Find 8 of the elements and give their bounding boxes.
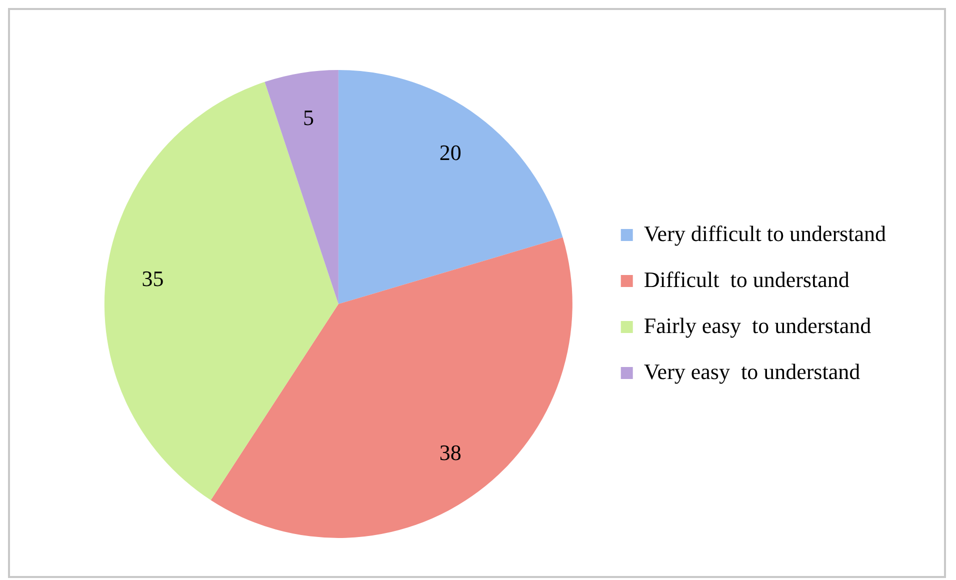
legend-label: Difficult to understand <box>644 266 850 292</box>
data-label: 38 <box>439 440 462 465</box>
legend-label: Very easy to understand <box>644 358 860 384</box>
legend-label: Fairly easy to understand <box>644 312 872 338</box>
legend-label: Very difficult to understand <box>644 220 886 246</box>
data-label: 5 <box>303 104 314 130</box>
data-label: 20 <box>439 140 462 165</box>
data-label: 35 <box>142 266 164 291</box>
